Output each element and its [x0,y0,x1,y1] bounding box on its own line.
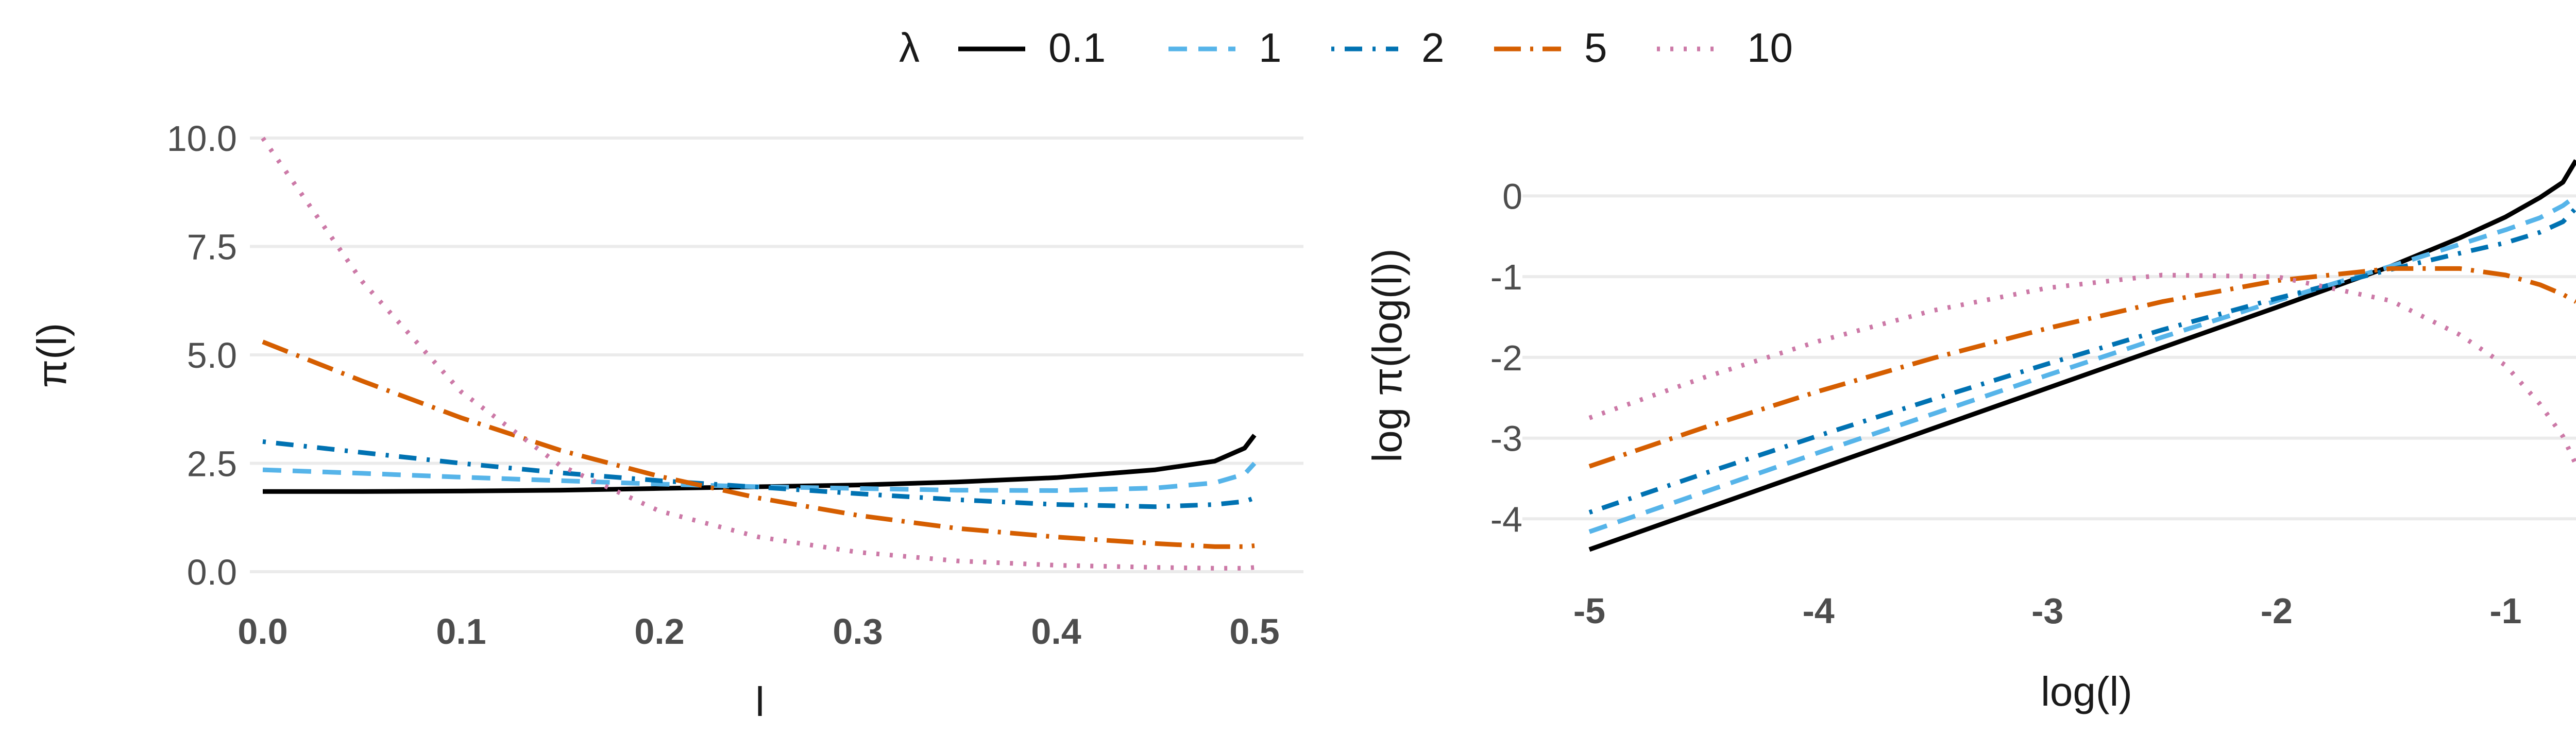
series-line-5 [262,339,1255,549]
y-tick-label: 0 [1502,176,1522,216]
series-line-10 [261,136,1255,571]
x-tick-label: 0.3 [833,611,883,652]
y-tick-label: -4 [1490,499,1522,539]
y-tick-label: -1 [1490,257,1522,297]
legend-title: λ [899,25,920,71]
x-tick-label: 0.2 [634,611,684,652]
x-tick-label: 0.1 [436,611,486,652]
y-tick-label: 0.0 [187,552,237,592]
series-line-0-1 [263,434,1257,494]
x-tick-label: -2 [2261,591,2293,631]
legend-items: 0.1 1 2 5 10 [958,25,1793,71]
series-line-2 [1588,206,2576,515]
y-tick-label: 5.0 [187,335,237,375]
x-tick-label: -3 [2031,591,2063,631]
left-y-axis-label: π(l) [29,323,75,388]
right-panel: 0 -1 -2 -3 -4 -5 -4 -3 -2 -1 log(l) log π(log(l)… [1364,159,2576,714]
left-x-tick-labels: 0.0 0.1 0.2 0.3 0.4 0.5 [238,611,1279,652]
x-tick-label: 0.0 [238,611,287,652]
series-line-5 [1588,266,2576,469]
y-tick-label: -2 [1490,338,1522,378]
right-x-axis-label: log(l) [2041,669,2132,714]
right-gridlines [1522,194,2576,521]
series-line-1 [1588,194,2576,534]
legend-label: 1 [1259,25,1282,71]
y-tick-label: 7.5 [187,227,237,267]
right-y-tick-labels: 0 -1 -2 -3 -4 [1490,176,1522,539]
left-gridlines [250,136,1303,573]
left-series-lines [261,136,1257,571]
x-tick-label: 0.5 [1229,611,1279,652]
x-tick-label: -5 [1573,591,1605,631]
legend-label: 5 [1584,25,1607,71]
legend: λ 0.1 1 2 5 10 [899,25,1793,71]
series-line-0-1 [1588,159,2576,552]
right-series-lines [1588,159,2576,552]
right-x-tick-labels: -5 -4 -3 -2 -1 [1573,591,2522,631]
series-line-1 [262,461,1257,493]
x-tick-label: 0.4 [1031,611,1081,652]
y-tick-label: -3 [1490,419,1522,459]
y-tick-label: 2.5 [187,444,237,484]
left-x-axis-label: l [755,679,765,725]
left-y-tick-labels: 0.0 2.5 5.0 7.5 10.0 [167,118,237,592]
legend-label: 2 [1421,25,1445,71]
legend-label: 0.1 [1048,25,1106,71]
legend-label: 10 [1747,25,1793,71]
series-line-10 [1588,272,2576,466]
right-y-axis-label: log π(log(l)) [1364,248,1410,462]
x-tick-label: -1 [2489,591,2521,631]
series-line-2 [262,439,1256,509]
x-tick-label: -4 [1803,591,1835,631]
left-panel: 0.0 2.5 5.0 7.5 10.0 0.0 0.1 0.2 0.3 0.4 0.5 l π(… [29,118,1303,725]
y-tick-label: 10.0 [167,118,237,159]
